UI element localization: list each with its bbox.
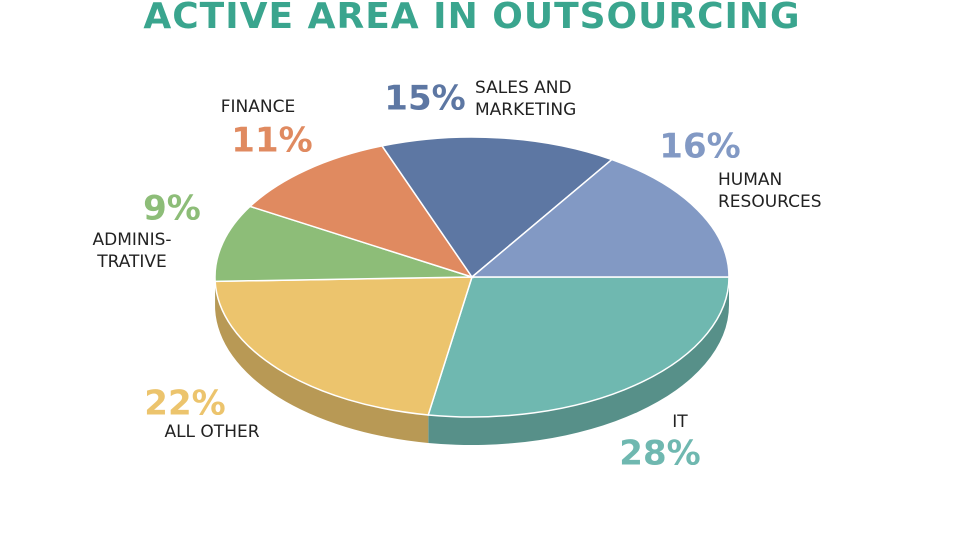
slice: [214, 276, 474, 416]
value-label: 22%: [144, 384, 225, 424]
slice: [214, 205, 473, 283]
value-label: 9%: [143, 189, 201, 229]
slice: [380, 136, 614, 279]
category-label: ALL OTHER: [164, 422, 259, 442]
category-label: HUMAN RESOURCES: [718, 170, 822, 212]
value-label: 16%: [659, 127, 740, 167]
slice: [427, 276, 730, 418]
slice: [248, 145, 474, 279]
category-label: SALES AND MARKETING: [475, 78, 576, 120]
value-label: 28%: [619, 434, 700, 474]
slice: [469, 158, 730, 278]
slice-side: [428, 277, 729, 445]
category-label: FINANCE: [221, 97, 295, 117]
slice-side: [215, 281, 429, 443]
value-label: 11%: [231, 121, 312, 161]
chart-title: ACTIVE AREA IN OUTSOURCING: [143, 0, 800, 37]
value-label: 15%: [384, 79, 465, 119]
category-label: IT: [672, 412, 688, 432]
category-label: ADMINIS-TRATIVE: [92, 230, 171, 272]
